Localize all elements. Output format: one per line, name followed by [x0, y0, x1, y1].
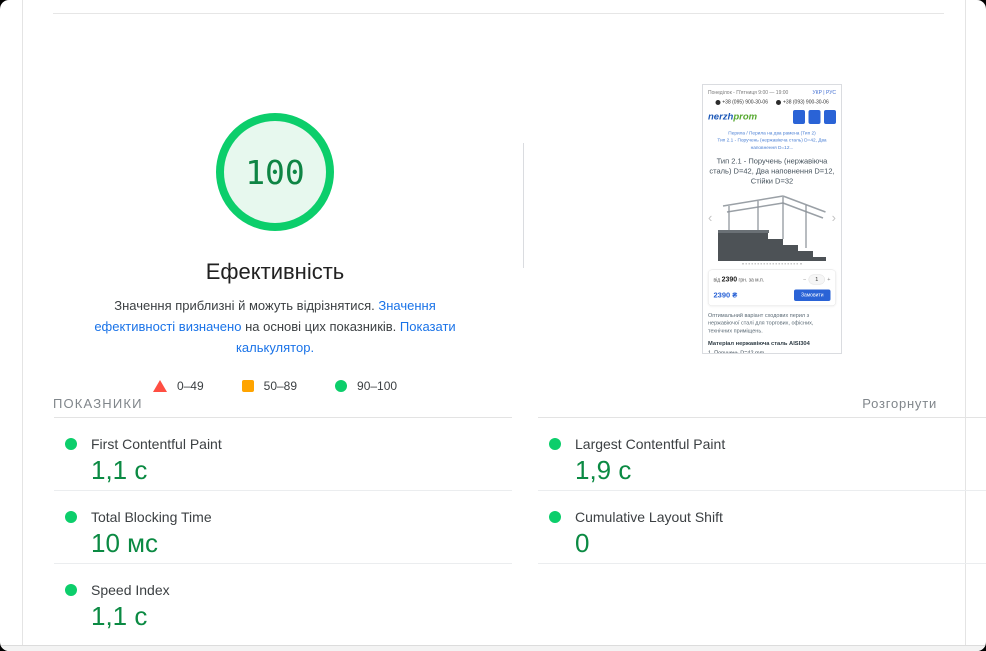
legend-item-fail: 0–49 [152, 379, 204, 394]
tab-bottom-divider [53, 13, 944, 14]
thumbnail-content: Понеділок - П'ятниця 9:00 — 19:00 УКР | … [703, 85, 841, 353]
thumb-order-button: Замовити [793, 289, 831, 301]
thumb-phone-2: +38 (093) 900-30-06 [776, 99, 829, 105]
summary-vertical-divider [523, 143, 524, 268]
legend-range-fail: 0–49 [176, 379, 204, 394]
carousel-prev-icon: ‹ [708, 209, 713, 225]
pass-circle-icon [549, 438, 561, 450]
menu-button-icon [808, 110, 821, 124]
thumb-language-switch: УКР | РУС [812, 90, 836, 96]
metrics-header-divider-right [538, 417, 986, 418]
report-card: 100 Ефективність Значення приблизні й мо… [22, 0, 986, 651]
plus-icon: + [827, 276, 831, 283]
thumb-spec-line: 1. Поручень D=42 mm [708, 350, 765, 354]
thumb-menu-buttons [793, 110, 836, 124]
pass-circle-icon [335, 380, 348, 393]
carousel-dots [742, 262, 802, 265]
thumb-price-card: від 2390 грн. за м.п. − 1 + 2390 ₴ Замов… [708, 269, 836, 306]
metric-largest-contentful-paint: Largest Contentful Paint 1,9 с [538, 428, 986, 491]
legend-item-pass: 90–100 [335, 379, 397, 393]
thumb-site-logo: nerzhprom [708, 111, 758, 123]
fail-triangle-icon [152, 380, 167, 393]
menu-button-icon [793, 110, 805, 124]
metric-speed-index: Speed Index 1,1 с [54, 574, 512, 637]
thumb-material-heading: Матеріал нержавіюча сталь AISI304 [708, 340, 810, 347]
score-legend: 0–49 50–89 90–100 [75, 379, 475, 393]
pass-circle-icon [65, 511, 77, 523]
metric-value: 0 [575, 528, 590, 558]
menu-button-icon [824, 110, 836, 124]
bottom-section-divider [0, 645, 986, 646]
thumb-phone-1: +38 (095) 900-30-06 [715, 99, 768, 105]
minus-icon: − [803, 276, 807, 283]
performance-score: 100 [245, 152, 305, 192]
score-description: Значення приблизні й можуть відрізнятися… [75, 295, 475, 358]
score-calc-link[interactable]: Значення ефективності визначено [94, 298, 436, 335]
metrics-header: ПОКАЗНИКИ Розгорнути [53, 395, 943, 412]
thumb-schedule-text: Понеділок - П'ятниця 9:00 — 19:00 [708, 90, 789, 96]
pass-circle-icon [65, 438, 77, 450]
stairs-railing-illustration [718, 195, 826, 261]
metric-value: 1,9 с [575, 455, 632, 485]
phone-icon [776, 99, 781, 105]
metric-total-blocking-time: Total Blocking Time 10 мс [54, 501, 512, 564]
carousel-next-icon: › [831, 209, 836, 225]
next-section-strip [0, 646, 986, 651]
pass-circle-icon [65, 584, 77, 596]
thumb-product-description: Оптимальний варіант сходових перил з нер… [708, 312, 814, 335]
thumb-price-from: від 2390 грн. за м.п. [713, 275, 765, 284]
metrics-section-title: ПОКАЗНИКИ [53, 396, 143, 411]
metrics-expand-button[interactable]: Розгорнути [856, 395, 943, 412]
metric-cumulative-layout-shift: Cumulative Layout Shift 0 [538, 501, 986, 564]
metric-first-contentful-paint: First Contentful Paint 1,1 с [54, 428, 512, 491]
page-screenshot-thumbnail[interactable]: Понеділок - П'ятниця 9:00 — 19:00 УКР | … [702, 84, 842, 354]
thumb-breadcrumb: Перила / Перила на два рамена (Тип 2) Ти… [717, 130, 827, 151]
thumb-quantity-stepper: − 1 + [803, 274, 831, 285]
thumb-total-price: 2390 ₴ [713, 290, 738, 300]
performance-summary: 100 Ефективність Значення приблизні й мо… [75, 112, 475, 393]
metrics-header-divider-left [54, 417, 512, 418]
show-calculator-link[interactable]: Показати калькулятор. [235, 319, 456, 356]
performance-gauge: 100 [215, 112, 335, 232]
gauge-ring-icon [216, 113, 334, 231]
thumb-product-title: Тип 2.1 - Поручень (нержавіюча сталь) D=… [709, 156, 835, 186]
legend-range-average: 50–89 [263, 379, 298, 394]
legend-range-pass: 90–100 [357, 379, 398, 394]
metric-value: 10 мс [91, 528, 159, 558]
thumb-quantity-value: 1 [808, 274, 825, 285]
phone-icon [715, 99, 721, 105]
metric-value: 1,1 с [91, 455, 148, 485]
legend-item-average: 50–89 [241, 379, 298, 394]
category-title: Ефективність [205, 259, 345, 284]
metric-value: 1,1 с [91, 601, 148, 631]
average-square-icon [241, 380, 254, 393]
description-text-1: Значення приблизні й можуть відрізнятися… [114, 298, 375, 313]
thumb-product-image: ‹ › [708, 191, 836, 261]
pass-circle-icon [549, 511, 561, 523]
description-text-2: на основі цих показників. [245, 319, 397, 335]
